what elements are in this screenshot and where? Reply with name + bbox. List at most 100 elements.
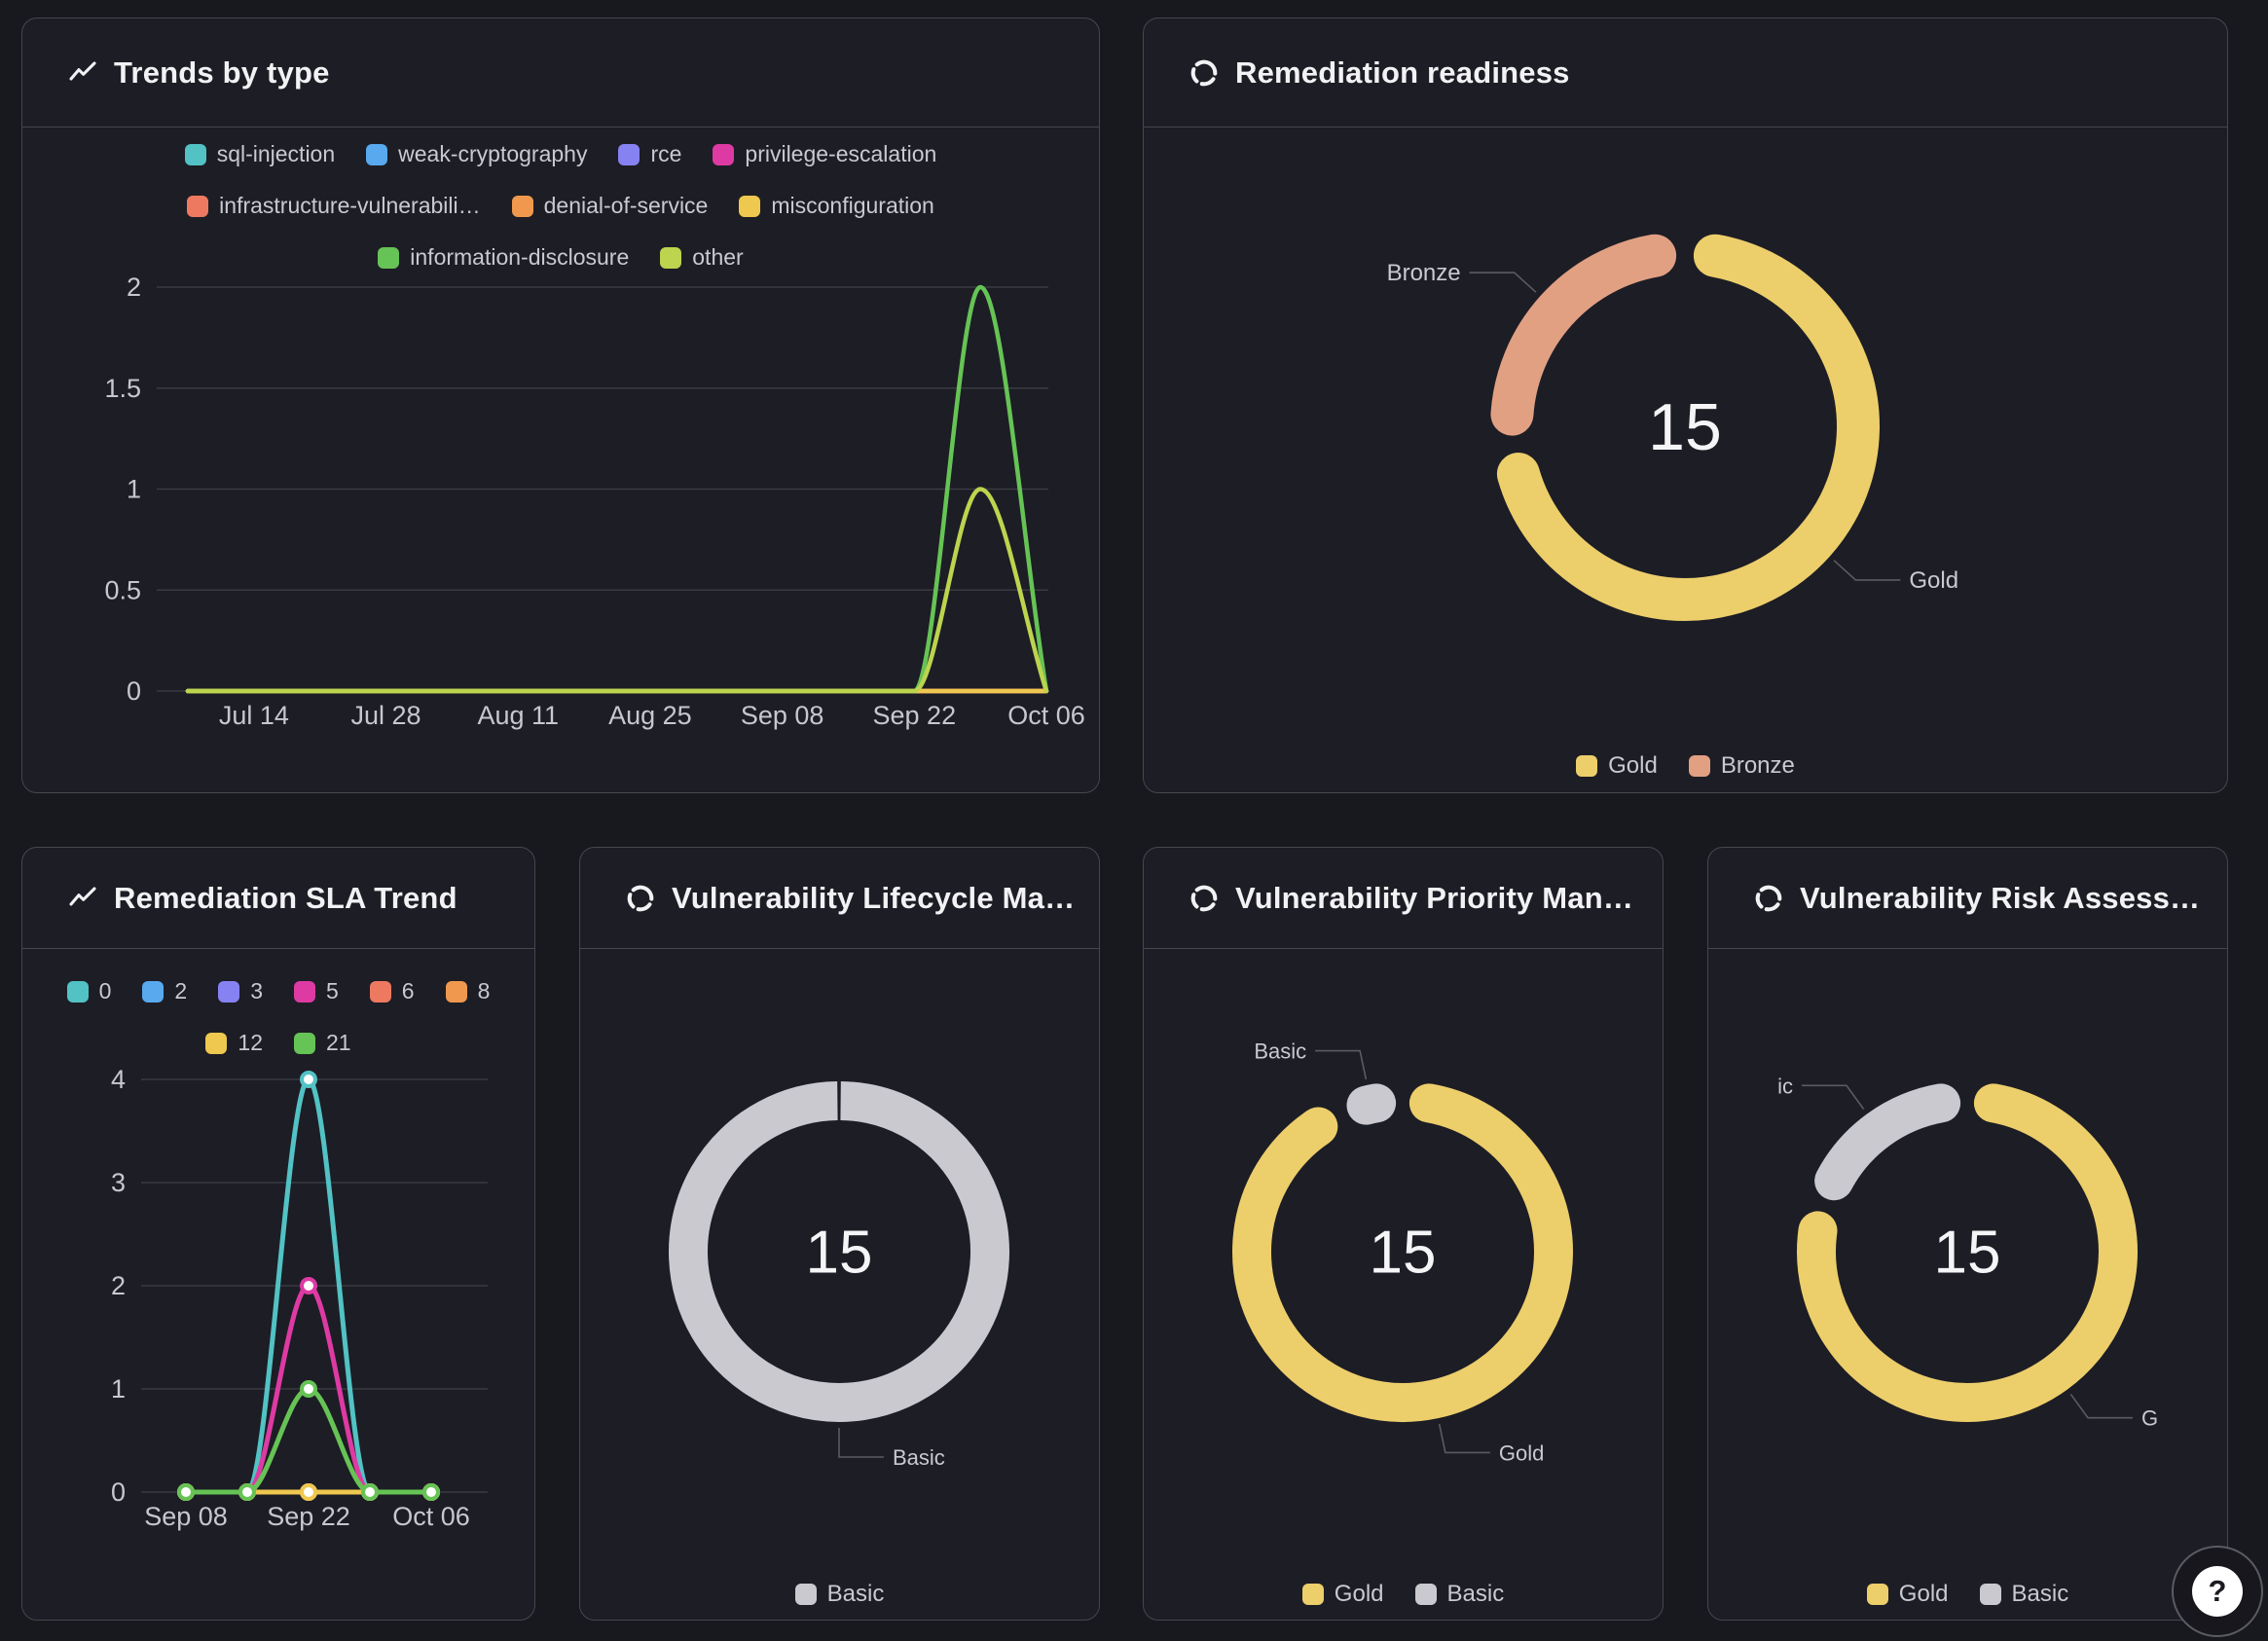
callout-line xyxy=(1469,272,1537,293)
legend-item-basic[interactable]: Basic xyxy=(1414,1581,1505,1608)
panel-header: Vulnerability Priority Man… xyxy=(1144,848,1663,949)
callout-label: Gold xyxy=(1499,1440,1544,1465)
data-point[interactable] xyxy=(300,1277,317,1295)
data-point[interactable] xyxy=(300,1380,317,1398)
legend-swatch xyxy=(1301,1584,1324,1605)
legend-swatch xyxy=(511,195,533,217)
x-tick-label: Sep 08 xyxy=(741,701,824,730)
donut-slice-basic[interactable] xyxy=(1346,1083,1397,1125)
y-tick-label: 1 xyxy=(111,1374,126,1404)
data-point[interactable] xyxy=(422,1483,440,1501)
panel-header: Vulnerability Lifecycle Ma… xyxy=(580,848,1099,949)
panel-trends-by-type: Trends by type sql-injection weak-cryptog… xyxy=(21,18,1100,793)
panel-title: Remediation SLA Trend xyxy=(114,880,457,915)
legend-swatch xyxy=(739,195,761,217)
data-point[interactable] xyxy=(300,1071,317,1088)
x-tick-label: Jul 28 xyxy=(351,701,421,730)
y-tick-label: 2 xyxy=(127,273,141,302)
legend-label: Basic xyxy=(2011,1581,2069,1607)
trends-by-type-chart: 0 0.5 1 1.5 2 Jul 14 Jul 28 Aug 11 Aug 25 Sep 08 S… xyxy=(104,273,1084,730)
panel-vulnerability-lifecycle: Vulnerability Lifecycle Ma… Basic 15 Basi… xyxy=(579,847,1100,1621)
legend-swatch xyxy=(445,980,467,1003)
series-line-21[interactable] xyxy=(183,1386,434,1495)
legend-swatch xyxy=(205,1032,228,1054)
panel-header: Remediation SLA Trend xyxy=(22,848,534,949)
legend-label: Bronze xyxy=(1720,752,1795,779)
panel-header: Remediation readiness xyxy=(1144,18,2227,128)
legend-item-gold[interactable]: Gold xyxy=(1576,752,1658,780)
legend-item-basic[interactable]: Basic xyxy=(1979,1581,2069,1608)
legend-label: Basic xyxy=(1446,1581,1505,1607)
legend-swatch xyxy=(1576,755,1598,777)
donut-slice-gold[interactable] xyxy=(1797,1083,2138,1422)
callout-label: ic xyxy=(1777,1074,1793,1098)
legend-swatch xyxy=(218,980,240,1003)
x-tick-label: Aug 25 xyxy=(608,701,692,730)
x-tick-label: Jul 14 xyxy=(219,701,289,730)
chart-legend: sql-injection weak-cryptography rce privile… xyxy=(113,128,1008,271)
legend-item-bronze[interactable]: Bronze xyxy=(1688,752,1795,780)
panel-title: Trends by type xyxy=(114,55,330,90)
series-line-other[interactable] xyxy=(185,487,1049,694)
legend-item-privilege-escalation[interactable]: privilege-escalation xyxy=(713,141,936,167)
donut-chart-icon xyxy=(625,883,656,914)
callout-label: Gold xyxy=(1909,567,1958,594)
legend-swatch xyxy=(618,143,640,165)
panel-title: Vulnerability Risk Assess… xyxy=(1800,880,2201,915)
legend-label: Gold xyxy=(1608,752,1658,779)
panel-vulnerability-priority: Vulnerability Priority Man… Gold Basic 15 … xyxy=(1143,847,1664,1621)
remediation-readiness-donut: Gold Bronze 15 xyxy=(1387,234,1958,621)
donut-slice-gold[interactable] xyxy=(1496,234,1880,621)
donut-slice-basic[interactable] xyxy=(1814,1083,1961,1201)
legend-item-3[interactable]: 3 xyxy=(218,978,263,1004)
data-point[interactable] xyxy=(300,1483,317,1501)
legend-label: rce xyxy=(650,141,682,166)
legend-item-information-disclosure[interactable]: information-disclosure xyxy=(378,244,629,271)
legend-item-weak-cryptography[interactable]: weak-cryptography xyxy=(366,141,587,167)
callout-line xyxy=(1833,560,1901,581)
legend-swatch xyxy=(378,246,400,269)
donut-slice-basic[interactable] xyxy=(669,1081,1009,1422)
legend-item-infrastructure-vulnerabili-[interactable]: infrastructure-vulnerabili… xyxy=(187,193,481,219)
legend-item-12[interactable]: 12 xyxy=(205,1030,263,1056)
legend-item-2[interactable]: 2 xyxy=(142,978,187,1004)
legend-label: misconfiguration xyxy=(771,193,934,218)
legend-item-5[interactable]: 5 xyxy=(294,978,339,1004)
chart-legend: Gold Basic xyxy=(1144,1581,1663,1608)
legend-item-basic[interactable]: Basic xyxy=(794,1581,885,1608)
callout-line xyxy=(1801,1084,1865,1111)
legend-item-sql-injection[interactable]: sql-injection xyxy=(184,141,335,167)
data-point[interactable] xyxy=(238,1483,256,1501)
legend-label: 6 xyxy=(401,978,415,1003)
legend-swatch xyxy=(294,980,315,1003)
data-point[interactable] xyxy=(361,1483,379,1501)
legend-item-rce[interactable]: rce xyxy=(618,141,681,167)
legend-item-21[interactable]: 21 xyxy=(294,1030,351,1056)
legend-item-0[interactable]: 0 xyxy=(66,978,111,1004)
legend-label: Gold xyxy=(1898,1581,1949,1607)
donut-slice-bronze[interactable] xyxy=(1490,234,1677,436)
legend-label: other xyxy=(692,244,744,270)
legend-item-other[interactable]: other xyxy=(660,244,744,271)
help-button[interactable]: ? xyxy=(2172,1546,2263,1637)
legend-item-6[interactable]: 6 xyxy=(369,978,415,1004)
legend-label: Gold xyxy=(1334,1581,1384,1607)
legend-item-gold[interactable]: Gold xyxy=(1301,1581,1384,1608)
legend-swatch xyxy=(1979,1584,2001,1605)
legend-item-gold[interactable]: Gold xyxy=(1866,1581,1949,1608)
legend-swatch xyxy=(1688,755,1710,777)
legend-item-misconfiguration[interactable]: misconfiguration xyxy=(739,193,934,219)
legend-item-8[interactable]: 8 xyxy=(445,978,490,1004)
chart-legend: Gold Bronze xyxy=(1144,752,2227,780)
x-tick-label: Sep 22 xyxy=(873,701,957,730)
legend-swatch xyxy=(66,980,89,1003)
x-tick-label: Sep 22 xyxy=(267,1502,350,1531)
donut-center-value: 15 xyxy=(1648,390,1722,464)
data-point[interactable] xyxy=(177,1483,195,1501)
legend-item-denial-of-service[interactable]: denial-of-service xyxy=(511,193,708,219)
legend-label: Basic xyxy=(826,1581,885,1607)
donut-slice-gold[interactable] xyxy=(1232,1083,1573,1422)
legend-swatch xyxy=(1866,1584,1888,1605)
legend-label: infrastructure-vulnerabili… xyxy=(219,193,481,218)
legend-swatch xyxy=(294,1032,315,1054)
